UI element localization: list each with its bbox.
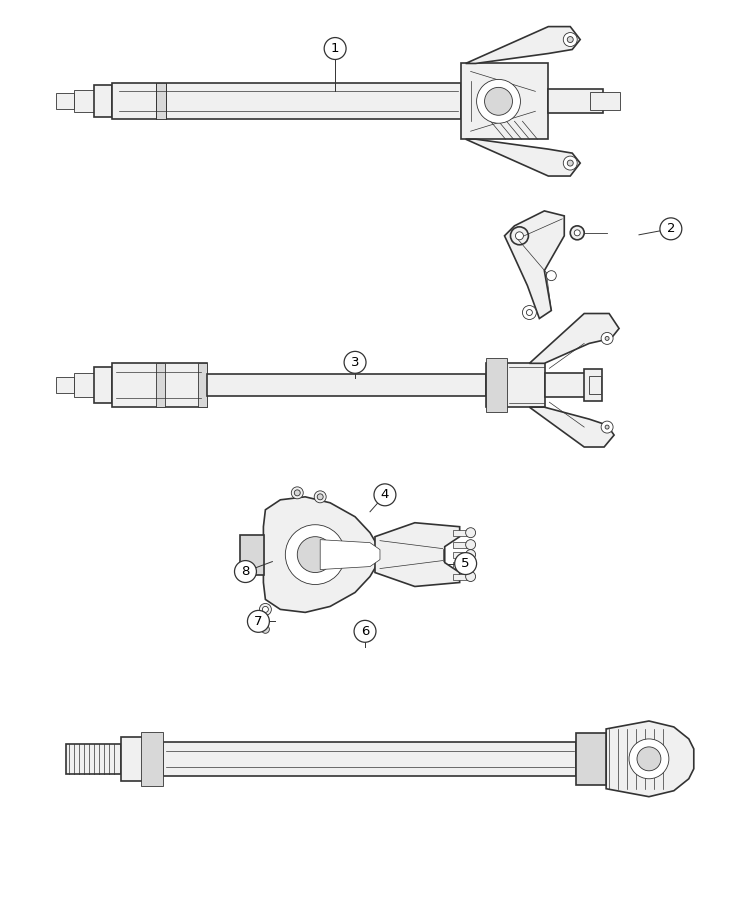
Circle shape [465,527,476,537]
Text: 5: 5 [462,557,470,570]
Bar [548,89,603,113]
Circle shape [262,607,268,612]
Bar [66,744,121,774]
Bar [485,358,508,412]
Circle shape [247,610,270,633]
Bar [94,86,112,117]
Circle shape [526,310,532,316]
Circle shape [660,218,682,239]
Bar [94,367,112,403]
Bar [121,737,151,781]
Circle shape [605,425,609,429]
Bar [207,374,485,396]
Circle shape [259,603,271,616]
Circle shape [605,337,609,340]
Bar [156,84,166,119]
Bar [453,562,471,568]
Bar [545,374,595,397]
Circle shape [568,160,574,166]
Bar [241,535,265,574]
Bar [156,364,165,407]
Text: 7: 7 [254,615,262,628]
Bar [453,530,471,536]
Text: 1: 1 [331,42,339,55]
Circle shape [485,87,513,115]
Bar [589,376,601,394]
Circle shape [297,536,333,572]
Circle shape [344,351,366,374]
Bar [163,742,576,776]
Text: 4: 4 [381,489,389,501]
Bar [576,733,606,785]
Circle shape [546,271,556,281]
Circle shape [511,227,528,245]
Bar [74,90,94,112]
Bar [461,64,548,140]
Circle shape [294,490,300,496]
Circle shape [455,553,476,574]
Circle shape [317,494,323,500]
Polygon shape [465,140,580,176]
Circle shape [291,487,303,499]
Circle shape [476,79,520,123]
Bar [485,364,545,407]
Bar [198,364,207,407]
Circle shape [234,561,256,582]
Circle shape [465,572,476,581]
Bar [141,732,163,786]
Polygon shape [529,407,614,447]
Circle shape [465,540,476,550]
Bar [453,552,471,558]
Bar [112,84,461,119]
Polygon shape [263,497,380,612]
Text: 3: 3 [350,356,359,369]
Polygon shape [529,313,619,364]
Circle shape [314,491,326,503]
Bar [74,374,94,397]
Bar [112,364,207,407]
Circle shape [637,747,661,770]
Circle shape [374,484,396,506]
Polygon shape [375,523,459,587]
Bar [453,573,471,580]
Circle shape [601,332,613,345]
Circle shape [516,232,523,239]
Circle shape [568,37,574,42]
Circle shape [563,156,577,170]
Circle shape [574,230,580,236]
Circle shape [354,620,376,643]
Text: 6: 6 [361,625,369,638]
Polygon shape [465,27,580,64]
Bar [56,94,74,109]
Bar [590,93,620,111]
Bar [56,377,74,393]
Circle shape [324,38,346,59]
Circle shape [563,32,577,47]
Polygon shape [320,540,380,570]
Circle shape [601,421,613,433]
Circle shape [522,305,536,320]
Polygon shape [606,721,694,796]
Circle shape [465,560,476,570]
Circle shape [465,550,476,560]
Polygon shape [505,211,564,319]
Bar [584,369,602,401]
Text: 2: 2 [667,222,675,235]
Bar [453,542,471,547]
Circle shape [285,525,345,584]
Circle shape [571,226,584,239]
Circle shape [629,739,669,778]
Circle shape [262,626,270,634]
Text: 8: 8 [242,565,250,578]
